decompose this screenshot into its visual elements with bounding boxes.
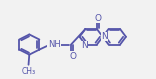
Text: O: O (69, 52, 76, 61)
Text: N: N (101, 32, 108, 41)
Text: O: O (95, 14, 102, 23)
Text: NH: NH (48, 40, 60, 49)
Text: CH₃: CH₃ (22, 67, 36, 76)
Text: N: N (81, 41, 88, 50)
